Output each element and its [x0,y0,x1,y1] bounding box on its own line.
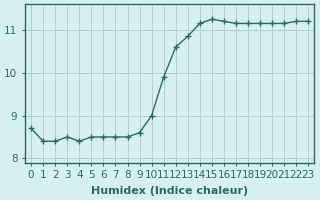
X-axis label: Humidex (Indice chaleur): Humidex (Indice chaleur) [91,186,248,196]
